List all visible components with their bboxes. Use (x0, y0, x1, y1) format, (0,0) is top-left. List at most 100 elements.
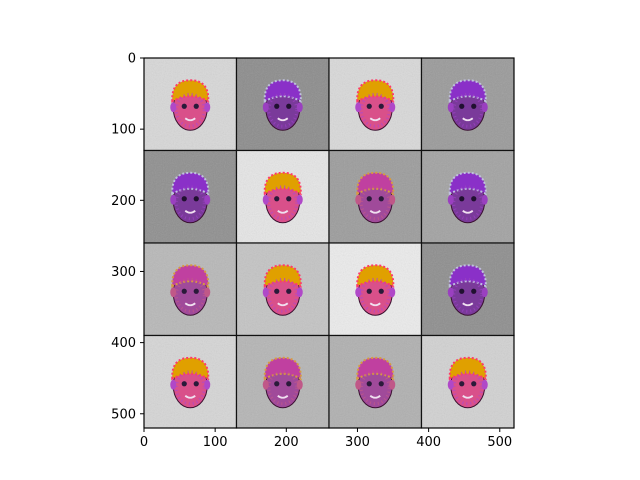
face-hair (356, 79, 395, 103)
x-tick-label: 300 (345, 435, 370, 450)
face-eye-left (181, 103, 187, 109)
y-tick-label: 200 (111, 194, 136, 209)
face-ear-left (170, 287, 177, 298)
image-tile (420, 57, 515, 152)
face-mouth (277, 117, 289, 122)
cartoon-face (355, 356, 396, 409)
face-ear-left (170, 379, 177, 390)
face-hair (171, 264, 210, 288)
cartoon-face (170, 79, 211, 131)
cartoon-face (170, 171, 211, 224)
face-mouth (462, 395, 474, 399)
image-tile (235, 57, 330, 152)
face-eye-left (459, 288, 465, 294)
face-texture (452, 370, 484, 406)
face-ear-left (355, 287, 362, 298)
face-hair (171, 356, 210, 381)
face-texture (267, 370, 299, 406)
face-mouth (277, 395, 289, 399)
face-ear-left (355, 102, 362, 113)
face-eye-right (378, 381, 384, 387)
face-eye-left (459, 196, 465, 202)
image-tile (235, 334, 330, 429)
image-tile (143, 242, 238, 337)
face-eye-left (366, 103, 372, 109)
face-eye-right (193, 103, 199, 109)
face-mouth (369, 210, 381, 214)
face-hair (448, 79, 487, 103)
face-mouth (184, 395, 196, 399)
face-eye-right (193, 288, 199, 294)
face-hair (356, 356, 395, 381)
face-eye-left (366, 381, 372, 387)
face-ear-right (296, 194, 303, 205)
cartoon-face (355, 79, 396, 131)
image-tile (328, 149, 423, 244)
face-eye-right (471, 381, 477, 387)
face-mouth (462, 117, 474, 122)
face-ear-right (389, 102, 396, 113)
y-tick-label: 0 (128, 52, 136, 67)
face-eye-left (366, 196, 372, 202)
face-hair (356, 171, 395, 196)
face-eye-right (378, 288, 384, 294)
x-tick-label: 400 (416, 435, 441, 450)
image-tile (143, 149, 238, 244)
face-ear-left (447, 287, 454, 298)
face-hair (263, 356, 302, 381)
cartoon-face (170, 356, 211, 409)
face-eye-right (193, 381, 199, 387)
cartoon-face (447, 264, 488, 316)
face-ear-right (204, 379, 211, 390)
face-texture (267, 92, 299, 128)
face-ear-right (296, 102, 303, 113)
face-ear-left (447, 194, 454, 205)
face-ear-right (204, 287, 211, 298)
cartoon-face (170, 264, 211, 316)
face-hair (263, 79, 302, 103)
face-texture (452, 185, 484, 221)
face-mouth (462, 302, 474, 307)
x-tick-label: 200 (274, 435, 299, 450)
face-ear-right (389, 194, 396, 205)
face-ear-left (447, 102, 454, 113)
cartoon-face (447, 79, 488, 131)
face-mouth (462, 210, 474, 214)
cartoon-face (447, 356, 488, 409)
cartoon-face (447, 171, 488, 224)
face-hair (263, 171, 302, 196)
face-eye-left (274, 288, 280, 294)
y-tick-label: 400 (111, 336, 136, 351)
cartoon-face (262, 264, 303, 316)
image-tile (420, 149, 515, 244)
cartoon-face (355, 264, 396, 316)
face-eye-right (471, 196, 477, 202)
face-ear-left (355, 379, 362, 390)
cartoon-face (355, 171, 396, 224)
face-eye-right (471, 103, 477, 109)
face-ear-right (481, 379, 488, 390)
face-hair (263, 264, 302, 288)
face-mouth (369, 395, 381, 399)
face-hair (171, 79, 210, 103)
face-ear-left (355, 194, 362, 205)
image-tile (235, 149, 330, 244)
image-tile (235, 242, 330, 337)
face-eye-left (366, 288, 372, 294)
face-eye-right (378, 196, 384, 202)
face-hair (448, 356, 487, 381)
face-eye-right (286, 196, 292, 202)
image-tile (143, 334, 238, 429)
face-ear-right (481, 102, 488, 113)
face-eye-left (274, 196, 280, 202)
face-texture (359, 277, 391, 313)
face-mouth (184, 210, 196, 214)
face-eye-left (181, 381, 187, 387)
face-ear-right (481, 194, 488, 205)
face-mouth (184, 117, 196, 122)
x-tick-label: 100 (203, 435, 228, 450)
face-mouth (369, 117, 381, 122)
face-texture (174, 92, 206, 128)
face-eye-right (286, 381, 292, 387)
